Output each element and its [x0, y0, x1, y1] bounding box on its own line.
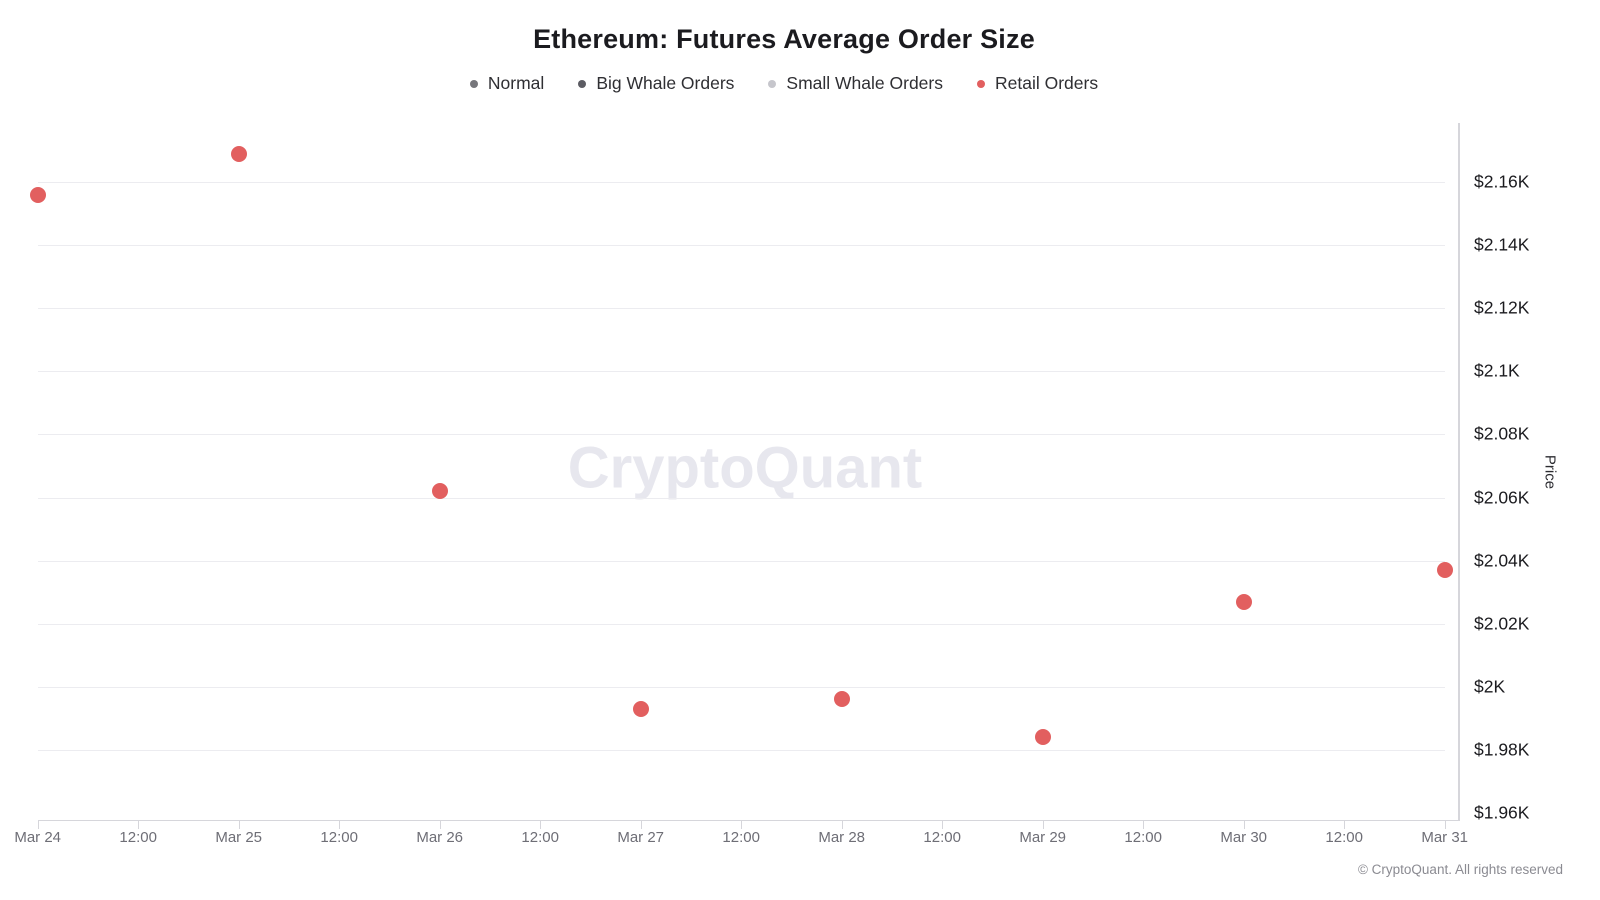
x-axis-tick-label: 12:00: [923, 829, 961, 846]
gridline: [37, 560, 1445, 562]
legend-marker-icon: [578, 79, 587, 88]
x-axis-tick: [439, 820, 441, 829]
copyright-notice: © CryptoQuant. All rights reserved: [1357, 862, 1563, 877]
data-point[interactable]: [29, 186, 46, 203]
x-axis-tick: [640, 820, 642, 829]
legend-marker-icon: [768, 79, 777, 88]
legend-item-normal[interactable]: Normal: [469, 73, 545, 94]
x-axis-tick: [37, 820, 39, 829]
x-axis-tick-label: Mar 27: [617, 829, 665, 846]
gridline: [37, 371, 1445, 373]
legend-marker-icon: [977, 79, 985, 88]
legend-item-label: Big Whale Orders: [596, 73, 735, 93]
x-axis-line: [37, 820, 1460, 821]
gridline: [37, 308, 1445, 310]
y-axis-tick-label: $2.04K: [1474, 550, 1530, 571]
data-point[interactable]: [833, 691, 850, 708]
x-axis-tick-label: Mar 30: [1220, 829, 1268, 846]
legend-marker-icon: [469, 79, 478, 88]
legend: Normal Big Whale Orders Small Whale Orde…: [0, 73, 1568, 94]
data-point[interactable]: [1034, 729, 1051, 746]
x-axis-tick-label: Mar 28: [818, 829, 866, 846]
chart-title: Ethereum: Futures Average Order Size: [533, 24, 1035, 54]
x-axis-tick: [741, 820, 743, 829]
legend-item-label: Normal: [487, 73, 545, 93]
y-axis-tick-label: $2.1K: [1474, 360, 1520, 381]
legend-item-retail-orders[interactable]: Retail Orders: [977, 73, 1098, 94]
legend-item-label: Retail Orders: [995, 73, 1099, 93]
x-axis-tick-label: 12:00: [1124, 829, 1162, 846]
x-axis-tick: [339, 820, 341, 829]
x-axis-tick-label: 12:00: [320, 829, 358, 846]
y-axis-tick-label: $2.14K: [1474, 234, 1530, 255]
x-axis-tick-label: 12:00: [1325, 829, 1363, 846]
y-axis-tick-label: $2.12K: [1474, 297, 1530, 318]
x-axis-tick: [1042, 820, 1044, 829]
y-axis-title: Price: [1541, 454, 1559, 490]
cryptoquant-watermark: CryptoQuant: [567, 435, 923, 501]
x-axis-tick-label: Mar 24: [14, 829, 62, 846]
gridline: [37, 623, 1445, 625]
gridline: [37, 245, 1445, 247]
x-axis-tick: [841, 820, 843, 829]
x-axis-tick-label: Mar 26: [416, 829, 464, 846]
legend-item-big-whale-orders[interactable]: Big Whale Orders: [578, 73, 734, 94]
y-axis-tick-label: $1.98K: [1474, 739, 1530, 760]
legend-item-small-whale-orders[interactable]: Small Whale Orders: [768, 73, 943, 94]
y-axis-tick-label: $1.96K: [1474, 802, 1530, 823]
x-axis-tick: [1243, 820, 1245, 829]
gridline: [37, 749, 1445, 751]
y-axis-tick-label: $2.08K: [1474, 423, 1530, 444]
x-axis-tick-label: Mar 29: [1019, 829, 1067, 846]
x-axis-tick-label: 12:00: [722, 829, 760, 846]
x-axis-tick: [1143, 820, 1145, 829]
x-axis-tick: [942, 820, 944, 829]
x-axis-tick: [1444, 820, 1446, 829]
data-point[interactable]: [431, 483, 448, 500]
y-axis-tick-label: $2.02K: [1474, 613, 1530, 634]
x-axis-tick: [238, 820, 240, 829]
data-point[interactable]: [230, 145, 247, 162]
gridline: [37, 434, 1445, 436]
data-point[interactable]: [1235, 593, 1252, 610]
chart-header: Ethereum: Futures Average Order Size Nor…: [0, 24, 1600, 94]
legend-item-label: Small Whale Orders: [786, 73, 943, 93]
x-axis-tick-label: Mar 25: [215, 829, 263, 846]
y-axis-tick-label: $2K: [1474, 676, 1506, 697]
x-axis-tick: [540, 820, 542, 829]
y-axis-tick-label: $2.06K: [1474, 487, 1530, 507]
y-axis-tick-label: $2.16K: [1474, 171, 1530, 192]
gridline: [37, 686, 1445, 688]
x-axis-tick-label: Mar 31: [1421, 829, 1469, 846]
x-axis-tick: [138, 820, 140, 829]
data-point[interactable]: [1436, 562, 1453, 579]
x-axis-tick: [1344, 820, 1346, 829]
x-axis-tick-label: 12:00: [119, 829, 157, 846]
y-axis-line: [1458, 123, 1460, 820]
gridline: [37, 182, 1445, 183]
data-point[interactable]: [632, 700, 649, 717]
gridline: [37, 497, 1445, 499]
x-axis-tick-label: 12:00: [521, 829, 559, 846]
